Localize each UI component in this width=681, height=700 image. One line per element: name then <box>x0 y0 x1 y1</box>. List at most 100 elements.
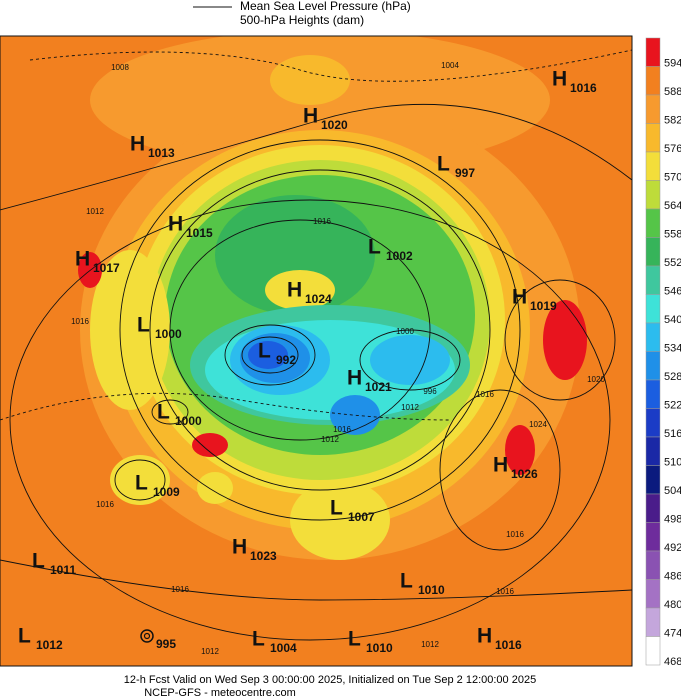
field <box>543 300 587 380</box>
system-letter: H <box>552 68 567 91</box>
isobar-label: 1020 <box>587 375 605 384</box>
isobar-label: 1012 <box>401 403 419 412</box>
footer-line: NCEP-GFS - meteocentre.com <box>144 687 296 699</box>
colorbar-label: 588 <box>664 86 681 98</box>
colorbar-label: 558 <box>664 229 681 241</box>
system-value: 1010 <box>418 583 445 597</box>
system-value: 1026 <box>511 467 538 481</box>
system-letter: L <box>18 625 31 648</box>
field <box>197 472 233 504</box>
system-letter: L <box>157 401 170 424</box>
isobar-label: 1012 <box>321 435 339 444</box>
system-value: 1009 <box>153 485 180 499</box>
isobar-label: 1012 <box>201 647 219 656</box>
field <box>110 455 170 505</box>
system-value: 1000 <box>175 414 202 428</box>
legend-item: 500-hPa Heights (dam) <box>240 13 364 27</box>
isobar-label: 1012 <box>421 640 439 649</box>
isobar-label: 1016 <box>333 425 351 434</box>
isobar-label: 1016 <box>71 317 89 326</box>
colorbar-label: 582 <box>664 115 681 127</box>
colorbar-label: 510 <box>664 457 681 469</box>
colorbar-label: 540 <box>664 314 681 326</box>
field <box>215 195 375 315</box>
system-symbol <box>143 632 151 640</box>
system-letter: L <box>252 628 265 651</box>
field <box>265 270 335 310</box>
field <box>370 335 450 385</box>
system-value: 1024 <box>305 292 332 306</box>
colorbar-label: 594 <box>664 58 681 70</box>
system-value: 997 <box>455 166 475 180</box>
system-letter: H <box>512 286 527 309</box>
system-value: 1016 <box>570 81 597 95</box>
colorbar-label: 564 <box>664 200 681 212</box>
legend-item: Mean Sea Level Pressure (hPa) <box>240 0 411 13</box>
system-value: 1010 <box>366 641 393 655</box>
system-value: 1000 <box>155 327 182 341</box>
colorbar-label: 570 <box>664 172 681 184</box>
isobar-label: 1008 <box>111 63 129 72</box>
system-letter: H <box>75 248 90 271</box>
system-value: 1011 <box>50 563 76 577</box>
colorbar-swatch <box>645 465 661 495</box>
system-letter: H <box>493 454 508 477</box>
isobar-label: 1016 <box>476 390 494 399</box>
colorbar-label: 528 <box>664 371 681 383</box>
colorbar-swatch <box>645 265 661 295</box>
contours <box>0 49 632 641</box>
system-value: 1017 <box>93 261 120 275</box>
colorbar-label: 576 <box>664 143 681 155</box>
colorbar-swatch <box>645 208 661 238</box>
colorbar-label: 480 <box>664 599 681 611</box>
colorbar-swatch <box>645 66 661 96</box>
colorbar-label: 534 <box>664 343 681 355</box>
system-letter: L <box>437 153 450 176</box>
colorbar-swatch <box>645 94 661 124</box>
colorbar-label: 516 <box>664 428 681 440</box>
colorbar-swatch <box>645 294 661 324</box>
colorbar-swatch <box>645 237 661 267</box>
colorbar-swatch <box>645 408 661 438</box>
isobar-label: 1016 <box>96 500 114 509</box>
system-letter: L <box>258 340 271 363</box>
colorbar-label: 474 <box>664 628 681 640</box>
colorbar-label: 522 <box>664 400 681 412</box>
footer-line: 12-h Fcst Valid on Wed Sep 3 00:00:00 20… <box>124 674 536 686</box>
system-value: 1019 <box>530 299 557 313</box>
colorbar-swatch <box>645 550 661 580</box>
colorbar-label: 552 <box>664 257 681 269</box>
system-value: 1021 <box>365 380 392 394</box>
system-letter: H <box>168 213 183 236</box>
system-letter: L <box>135 472 148 495</box>
colorbar-swatch <box>645 493 661 523</box>
colorbar-label: 468 <box>664 656 681 668</box>
system-value: 1007 <box>348 510 375 524</box>
isobar-label: 1016 <box>506 530 524 539</box>
system-value: 1013 <box>148 146 175 160</box>
field <box>290 480 390 560</box>
field <box>248 341 288 369</box>
system-symbol <box>140 629 154 643</box>
colorbar-label: 504 <box>664 485 681 497</box>
system-value: 1023 <box>250 549 277 563</box>
system-value: 1002 <box>386 249 413 263</box>
isobar-label: 1012 <box>86 207 104 216</box>
colorbar-swatch <box>645 636 661 666</box>
system-value: 1020 <box>321 118 348 132</box>
colorbar-label: 492 <box>664 542 681 554</box>
system-letter: H <box>477 625 492 648</box>
colorbar-swatch <box>645 123 661 153</box>
system-letter: H <box>287 279 302 302</box>
system-letter: L <box>32 550 45 573</box>
isobar-label: 1016 <box>313 217 331 226</box>
field <box>505 425 535 475</box>
colorbar-swatch <box>645 522 661 552</box>
field <box>270 55 350 105</box>
system-value: 1015 <box>186 226 213 240</box>
colorbar-label: 486 <box>664 571 681 583</box>
colorbar-swatch <box>645 579 661 609</box>
field <box>192 433 228 457</box>
isobar-label: 1016 <box>171 585 189 594</box>
system-letter: H <box>303 105 318 128</box>
